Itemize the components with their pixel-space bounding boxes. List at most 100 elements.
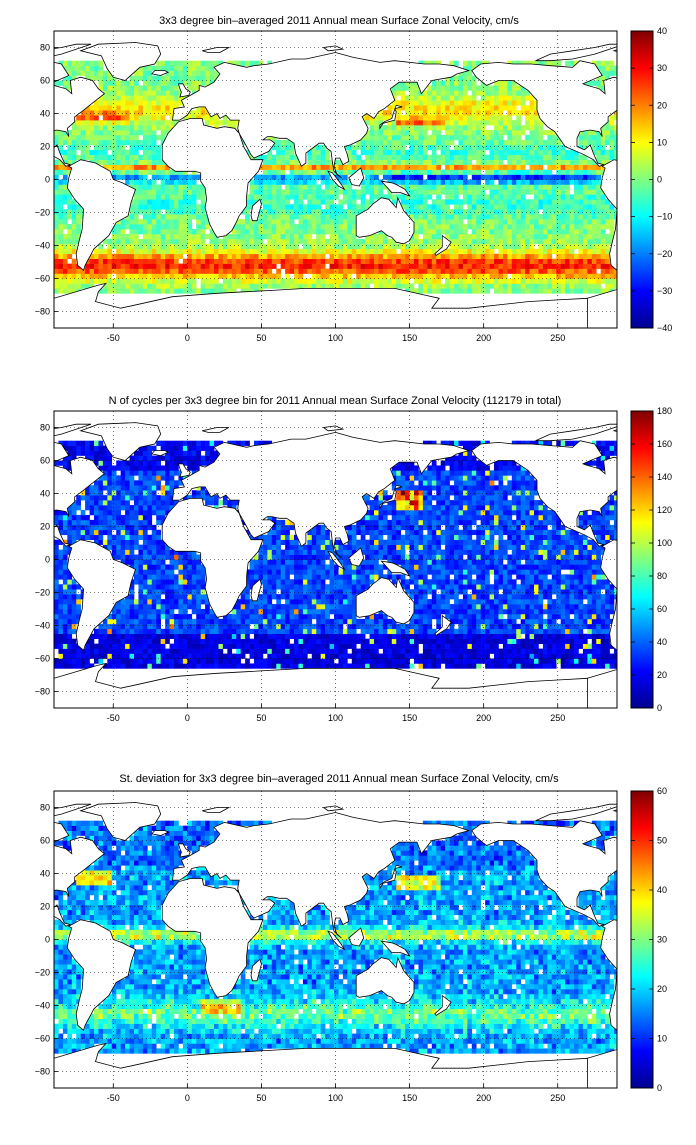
data-bin — [374, 654, 379, 659]
data-bin — [587, 219, 592, 224]
data-bin — [121, 279, 126, 284]
data-bin — [356, 204, 361, 209]
data-bin — [67, 254, 72, 259]
data-bin — [574, 288, 579, 293]
data-bin — [130, 663, 135, 668]
data-bin — [521, 219, 526, 224]
data-bin — [258, 194, 263, 199]
data-bin — [103, 269, 108, 274]
data-bin — [130, 125, 135, 130]
data-bin — [347, 204, 352, 209]
data-bin — [378, 644, 383, 649]
data-bin — [401, 160, 406, 165]
data-bin — [134, 214, 139, 219]
data-bin — [490, 100, 495, 105]
data-bin — [516, 204, 521, 209]
data-bin — [592, 81, 597, 86]
data-bin — [463, 160, 468, 165]
data-bin — [192, 204, 197, 209]
data-bin — [592, 288, 597, 293]
data-bin — [427, 175, 432, 180]
data-bin — [125, 170, 130, 175]
data-bin — [445, 165, 450, 170]
data-bin — [98, 254, 103, 259]
data-bin — [245, 219, 250, 224]
data-bin — [547, 214, 552, 219]
data-bin — [258, 283, 263, 288]
data-bin — [263, 160, 268, 165]
data-bin — [263, 155, 268, 160]
data-bin — [258, 649, 263, 654]
data-bin — [276, 199, 281, 204]
data-bin — [223, 274, 228, 279]
data-bin — [138, 663, 143, 668]
data-bin — [267, 254, 272, 259]
data-bin — [161, 194, 166, 199]
data-bin — [463, 654, 468, 659]
data-bin — [267, 659, 272, 664]
data-bin — [467, 244, 472, 249]
data-bin — [365, 274, 370, 279]
data-bin — [534, 204, 539, 209]
data-bin — [543, 204, 548, 209]
data-bin — [503, 150, 508, 155]
data-bin — [178, 634, 183, 639]
data-bin — [418, 100, 423, 105]
data-bin — [156, 649, 161, 654]
data-bin — [498, 165, 503, 170]
data-bin — [450, 654, 455, 659]
data-bin — [285, 259, 290, 264]
data-bin — [316, 194, 321, 199]
data-bin — [54, 634, 59, 639]
data-bin — [267, 180, 272, 185]
data-bin — [481, 264, 486, 269]
data-bin — [147, 288, 152, 293]
data-bin — [116, 85, 121, 90]
data-bin — [232, 264, 237, 269]
data-bin — [565, 288, 570, 293]
data-bin — [263, 184, 268, 189]
data-bin — [418, 279, 423, 284]
data-bin — [76, 219, 81, 224]
data-bin — [196, 239, 201, 244]
data-bin — [112, 259, 117, 264]
data-bin — [427, 110, 432, 115]
data-bin — [98, 125, 103, 130]
data-bin — [530, 145, 535, 150]
data-bin — [498, 254, 503, 259]
data-bin — [58, 649, 63, 654]
data-bin — [187, 274, 192, 279]
data-bin — [210, 269, 215, 274]
data-bin — [294, 269, 299, 274]
data-bin — [570, 194, 575, 199]
data-bin — [427, 115, 432, 120]
data-bin — [161, 283, 166, 288]
data-bin — [343, 649, 348, 654]
data-bin — [116, 100, 121, 105]
data-bin — [112, 659, 117, 664]
data-bin — [472, 145, 477, 150]
data-bin — [325, 663, 330, 668]
data-bin — [512, 105, 517, 110]
data-bin — [498, 204, 503, 209]
data-bin — [143, 663, 148, 668]
data-bin — [441, 283, 446, 288]
data-bin — [334, 234, 339, 239]
data-bin — [463, 639, 468, 644]
data-bin — [174, 654, 179, 659]
data-bin — [387, 279, 392, 284]
data-bin — [432, 264, 437, 269]
data-bin — [472, 135, 477, 140]
data-bin — [178, 654, 183, 659]
data-bin — [538, 239, 543, 244]
data-bin — [281, 175, 286, 180]
data-bin — [418, 288, 423, 293]
data-bin — [458, 663, 463, 668]
data-bin — [276, 194, 281, 199]
data-bin — [94, 76, 99, 81]
data-bin — [121, 649, 126, 654]
data-bin — [423, 288, 428, 293]
data-bin — [321, 649, 326, 654]
data-bin — [156, 105, 161, 110]
data-bin — [236, 259, 241, 264]
